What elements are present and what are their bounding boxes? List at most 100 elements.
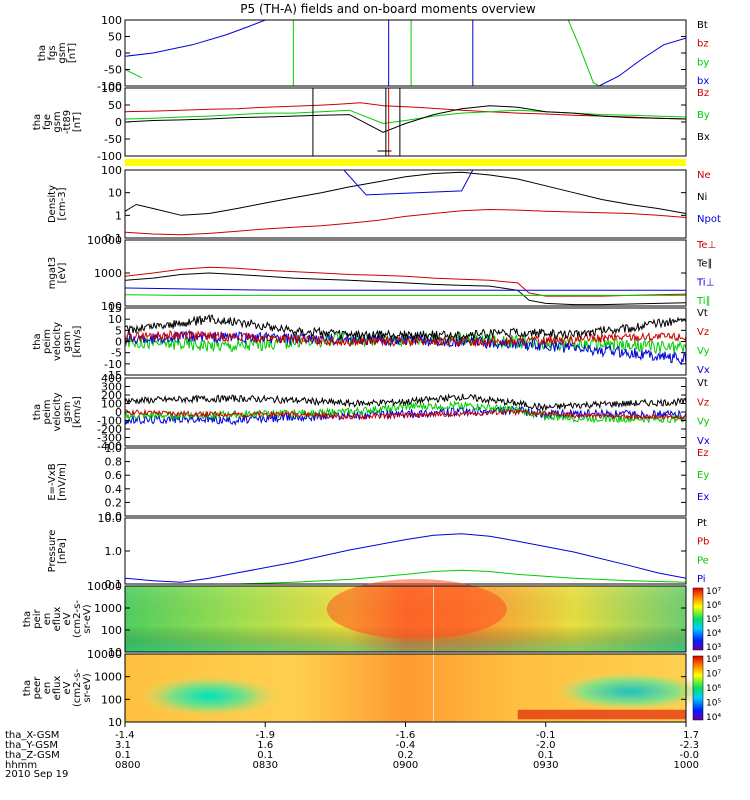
series-group xyxy=(125,313,686,366)
y-axis-label-line: Pressure xyxy=(47,530,58,573)
legend-fge: Bz By Bx xyxy=(697,88,710,143)
legend-entry: Te⊥ xyxy=(696,240,716,251)
y-tick-label: -100 xyxy=(97,415,122,428)
y-tick-label: 100 xyxy=(101,14,122,27)
x-row-value: -1.4 xyxy=(115,730,135,741)
panel-density: 100 10 1 0.1 Density [cm-3] Ne Ni Npot xyxy=(47,164,721,245)
y-tick-label: 1.0 xyxy=(105,442,123,455)
y-tick-label: -5 xyxy=(111,347,122,360)
legend-entry: Vx xyxy=(697,365,710,376)
panel-pressure: 10.0 1.0 0.1 Pressure [nPa] Pt Pb Pe Pi xyxy=(47,512,709,591)
series-group xyxy=(125,533,686,584)
y-axis-label-line: peir xyxy=(32,608,43,628)
series-fgs-bx xyxy=(125,20,266,57)
y-axis-label-line: sr-eV) xyxy=(82,604,93,633)
series-density-Npot xyxy=(343,170,474,196)
panel-frame xyxy=(124,447,687,517)
y-tick-label: -10 xyxy=(104,358,122,371)
legend-entry: Ne xyxy=(697,170,711,181)
y-axis-label-line: (cm2-s- xyxy=(72,669,83,707)
y-tick-label: 0.1 xyxy=(105,578,123,591)
colorbar-label: 10⁵ xyxy=(706,615,721,625)
y-tick-label: 0.2 xyxy=(105,496,123,509)
y-tick-label: 10000 xyxy=(87,234,122,247)
y-axis-label-line: sr-eV) xyxy=(82,673,93,702)
y-axis-label: Density [cm-3] xyxy=(47,185,68,223)
legend-temp: Te⊥ Te∥ Ti⊥ Ti∥ xyxy=(696,240,716,307)
y-axis-label-line: tha xyxy=(32,404,43,420)
legend-entry: By xyxy=(697,110,710,121)
colorbar-label: 10⁴ xyxy=(706,713,721,723)
y-axis-label-line: peim xyxy=(42,329,53,354)
x-row-label: hhmm xyxy=(5,760,37,771)
y-tick-label: 1.0 xyxy=(105,545,123,558)
colorbar-label: 10⁴ xyxy=(706,629,721,639)
series-temp-Te⊥ xyxy=(125,266,686,297)
series-group xyxy=(125,170,686,236)
y-tick-label: 100 xyxy=(101,693,122,706)
y-axis-label-line: tha xyxy=(32,114,43,130)
y-axis-label: tha fge gsm -tt89 [nT] xyxy=(32,110,83,134)
colorbar-label: 10⁷ xyxy=(706,670,721,680)
x-row-value: 1.7 xyxy=(683,730,699,741)
y-tick-label: 0.1 xyxy=(105,232,123,245)
y-axis-label-line: gsm xyxy=(57,42,68,63)
panel-elec_spec: 10⁸ 10⁷ 10⁶ 10⁵ 10⁴ 10000 1000 100 10 tha peer en ef… xyxy=(22,648,721,729)
y-tick-label: 10000 xyxy=(87,580,122,593)
y-tick-label: 400 xyxy=(101,372,122,385)
y-tick-label: -200 xyxy=(97,423,122,436)
x-row-value: -1.9 xyxy=(255,730,275,741)
y-tick-label: 100 xyxy=(101,398,122,411)
legend-entry: Ex xyxy=(697,492,709,503)
x-row-value: -0.4 xyxy=(396,740,416,751)
y-axis-label-line: mgat3 xyxy=(47,257,58,290)
x-row-value: -1.6 xyxy=(396,730,416,741)
colorbar-label: 10⁷ xyxy=(706,587,721,597)
y-axis-label-line: velocity xyxy=(52,392,63,431)
y-tick-label: 100 xyxy=(101,164,122,177)
x-row-value: 0900 xyxy=(393,760,418,771)
legend-entry: Vz xyxy=(697,397,709,408)
y-axis-label-line: [nPa] xyxy=(57,538,68,564)
y-axis-label-line: velocity xyxy=(52,322,63,361)
x-row-value: 1.6 xyxy=(257,740,273,751)
legend-entry: Pt xyxy=(697,518,707,529)
legend-entry: Te∥ xyxy=(696,259,713,270)
panel-frame xyxy=(124,169,687,239)
legend-entry: Ey xyxy=(697,470,709,481)
y-tick-label: 0 xyxy=(115,47,122,60)
y-tick-label: -15 xyxy=(104,369,122,382)
y-axis-label-line: en xyxy=(42,613,53,626)
colorbar-label: 10³ xyxy=(706,643,721,653)
legend-entry: Vx xyxy=(697,436,710,447)
panel-frame xyxy=(124,585,687,653)
series-density-Ne xyxy=(125,208,686,236)
colorbar-label: 10⁵ xyxy=(706,699,721,709)
legend-entry: Vt xyxy=(697,308,708,319)
y-tick-label: 1000 xyxy=(94,267,122,280)
y-tick-label: 0 xyxy=(115,116,122,129)
figure-title: P5 (TH-A) fields and on-board moments ov… xyxy=(240,2,536,16)
series-fgs-by xyxy=(125,69,143,79)
y-axis-label-line: tha xyxy=(22,611,33,627)
y-tick-label: 50 xyxy=(108,31,122,44)
y-axis-label: Pressure [nPa] xyxy=(47,530,68,573)
y-axis-label: tha peer en eflux eV (cm2-s-sr-eV) xyxy=(22,669,93,707)
y-tick-label: 10 xyxy=(108,313,122,326)
x-row-value: 0830 xyxy=(253,760,278,771)
y-tick-label: 200 xyxy=(101,389,122,402)
y-tick-label: 0.4 xyxy=(105,483,123,496)
y-tick-label: 100 xyxy=(101,82,122,95)
legend-velocity_e: Vt Vz Vy Vx xyxy=(697,308,710,376)
y-tick-label: 15 xyxy=(108,302,122,315)
series-velocity_i-Vz xyxy=(125,408,686,421)
x-row-label: tha_Z-GSM xyxy=(5,750,60,761)
y-tick-label: -100 xyxy=(97,150,122,163)
y-axis-label: tha peim velocity gsm [km/s] xyxy=(32,392,83,431)
y-axis-label-line: eflux xyxy=(52,607,63,632)
y-axis-label-line: [cm-3] xyxy=(57,187,68,220)
legend-entry: Pe xyxy=(697,555,709,566)
y-tick-label: 50 xyxy=(108,99,122,112)
legend-efield: Ez Ey Ex xyxy=(697,448,709,503)
